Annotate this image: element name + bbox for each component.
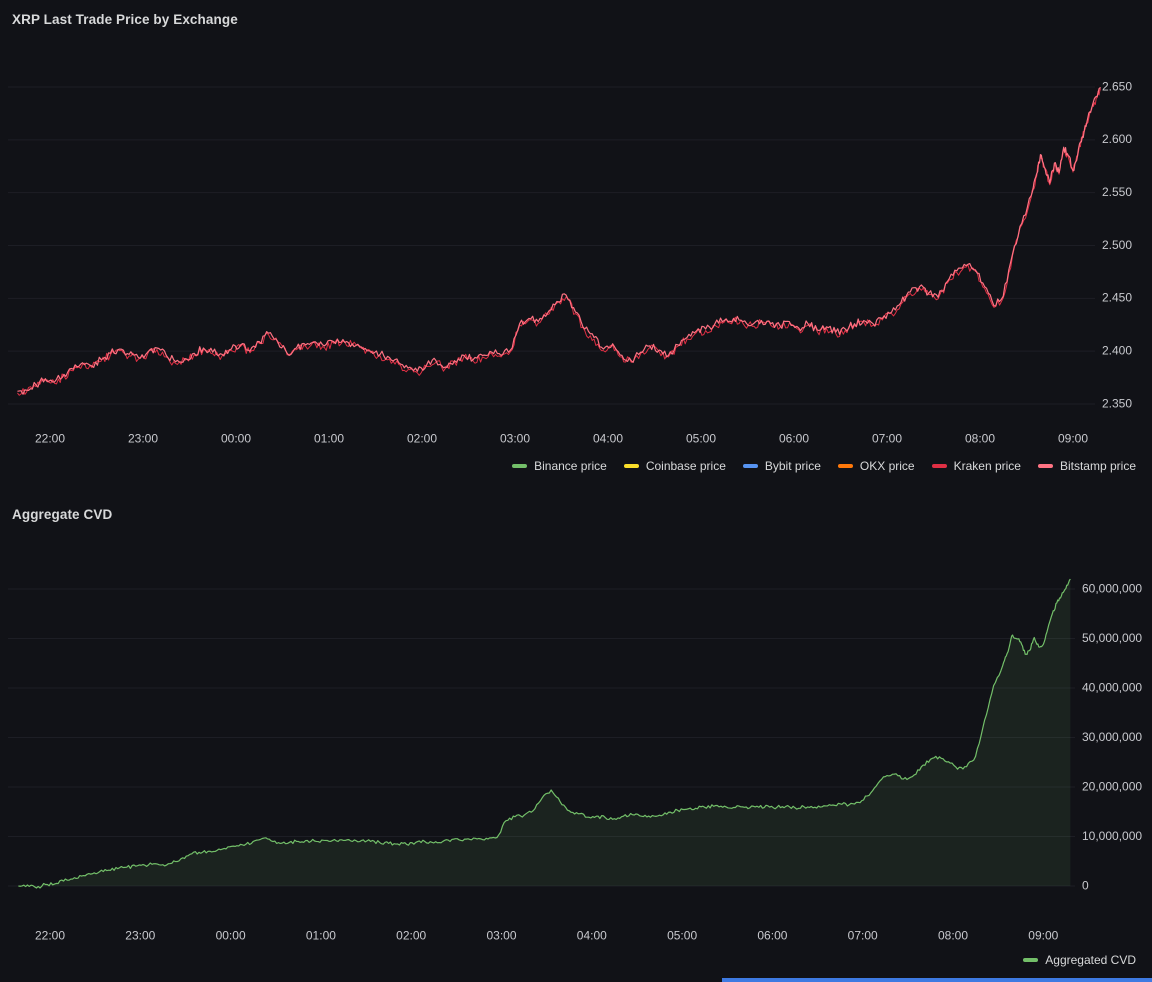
panel-xrp-price: XRP Last Trade Price by Exchange Binance… (0, 12, 1152, 474)
panel-aggregate-cvd: Aggregate CVD Aggregated CVD (0, 497, 1152, 978)
horizontal-scrollbar-thumb[interactable] (722, 978, 1152, 982)
legend-label-kraken-price: Kraken price (953, 459, 1021, 473)
legend-label-bitstamp-price: Bitstamp price (1059, 459, 1136, 473)
legend-item-coinbase-price[interactable]: Coinbase price (623, 458, 726, 474)
legend-label-aggregated-cvd: Aggregated CVD (1045, 953, 1136, 967)
legend-item-aggregated-cvd[interactable]: Aggregated CVD (1023, 952, 1136, 968)
price-legend: Binance price Coinbase price Bybit price OK… (512, 458, 1136, 474)
legend-swatch-kraken-price (931, 464, 947, 468)
cvd-chart-canvas[interactable] (0, 525, 1152, 955)
panel-title-xrp-price: XRP Last Trade Price by Exchange (12, 12, 238, 27)
legend-label-binance-price: Binance price (534, 459, 607, 473)
legend-swatch-binance-price (512, 464, 528, 468)
legend-swatch-bitstamp-price (1037, 464, 1053, 468)
legend-swatch-aggregated-cvd (1023, 958, 1039, 962)
cvd-legend: Aggregated CVD (1023, 952, 1136, 968)
legend-swatch-bybit-price (742, 464, 758, 468)
legend-label-okx-price: OKX price (859, 459, 915, 473)
legend-item-okx-price[interactable]: OKX price (837, 458, 915, 474)
legend-label-coinbase-price: Coinbase price (645, 459, 726, 473)
legend-item-kraken-price[interactable]: Kraken price (931, 458, 1021, 474)
legend-label-bybit-price: Bybit price (764, 459, 821, 473)
panel-title-aggregate-cvd: Aggregate CVD (12, 507, 113, 522)
price-chart-canvas[interactable] (0, 35, 1152, 455)
legend-item-bitstamp-price[interactable]: Bitstamp price (1037, 458, 1136, 474)
legend-swatch-okx-price (837, 464, 853, 468)
legend-swatch-coinbase-price (623, 464, 639, 468)
legend-item-binance-price[interactable]: Binance price (512, 458, 607, 474)
legend-item-bybit-price[interactable]: Bybit price (742, 458, 821, 474)
